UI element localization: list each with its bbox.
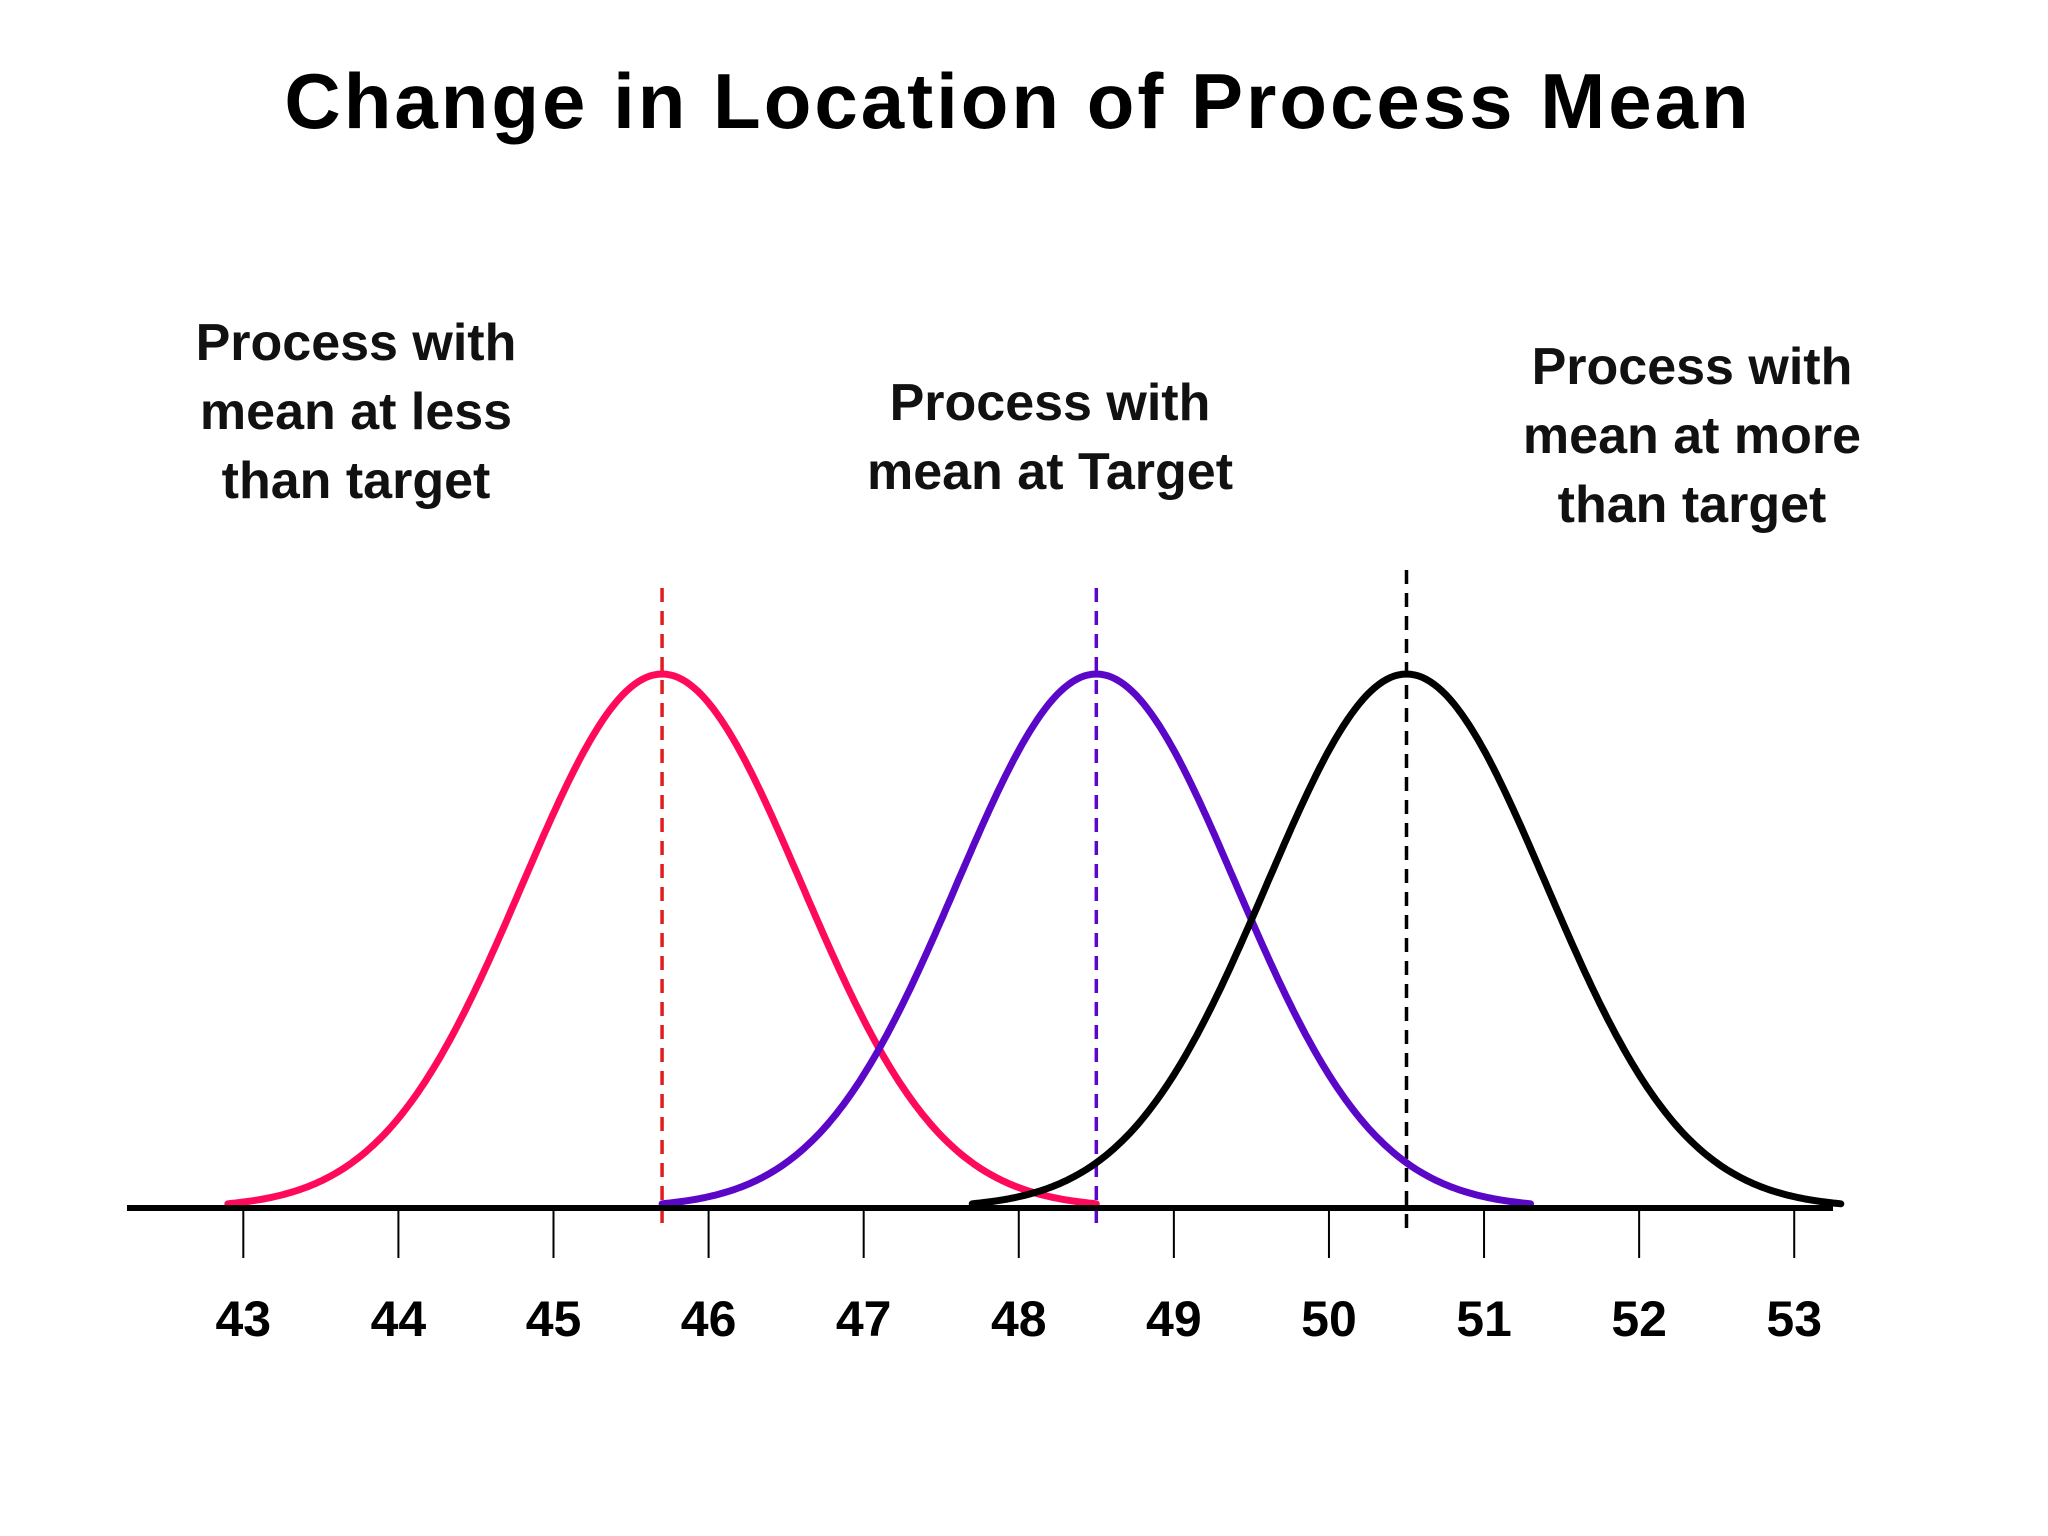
x-tick-label: 44	[371, 1291, 427, 1347]
x-tick-label: 50	[1301, 1291, 1357, 1347]
curves	[224, 670, 1845, 1208]
annotation-at-target: Process with mean at Target	[867, 374, 1233, 501]
annotation-line: Process with	[1532, 338, 1853, 396]
curve-at-target	[658, 670, 1535, 1208]
curve-less-than-target	[224, 670, 1100, 1208]
chart-title: Change in Location of Process Mean	[284, 57, 1751, 145]
x-tick-label: 51	[1456, 1291, 1512, 1347]
annotation-line: Process with	[196, 314, 517, 372]
x-tick-label: 48	[991, 1291, 1047, 1347]
annotation-line: Process with	[890, 374, 1211, 432]
annotation-less-than-target: Process with mean at less than target	[196, 314, 517, 510]
x-axis: 43 44 45 46 47 48 49 50 51 52 53	[127, 1205, 1833, 1347]
mean-lines	[660, 570, 1409, 1232]
annotation-line: mean at Target	[867, 443, 1233, 501]
x-tick-label: 45	[526, 1291, 582, 1347]
x-tick-label: 49	[1146, 1291, 1202, 1347]
annotations: Process with mean at less than targetProce…	[196, 314, 1861, 534]
annotation-line: than target	[1558, 476, 1827, 534]
x-tick-label: 43	[216, 1291, 272, 1347]
annotation-line: mean at more	[1523, 407, 1861, 465]
annotation-line: mean at less	[200, 383, 512, 441]
x-tick-label: 53	[1766, 1291, 1822, 1347]
x-tick-label: 46	[681, 1291, 737, 1347]
x-tick-label: 52	[1611, 1291, 1667, 1347]
curve-more-than-target	[968, 670, 1845, 1208]
x-tick-label: 47	[836, 1291, 892, 1347]
annotation-more-than-target: Process with mean at more than target	[1523, 338, 1861, 534]
annotation-line: than target	[222, 452, 491, 510]
